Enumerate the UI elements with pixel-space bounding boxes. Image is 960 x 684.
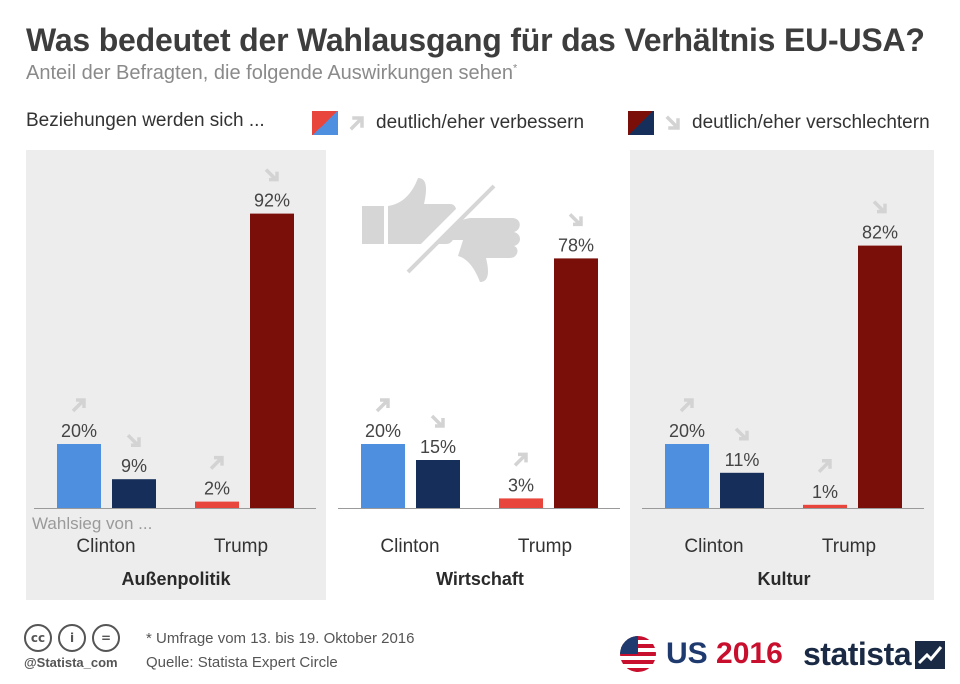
subtitle-footnote-mark: * xyxy=(513,62,518,75)
by-icon: i xyxy=(58,624,86,652)
category-label: Clinton xyxy=(380,536,439,557)
statista-mark-icon xyxy=(915,640,946,669)
subtitle-text: Anteil der Befragten, die folgende Auswi… xyxy=(26,62,514,84)
legend-item-worse: deutlich/eher verschlechtern xyxy=(628,108,930,138)
bar xyxy=(57,444,101,508)
data-label: 20% xyxy=(365,421,401,441)
bar xyxy=(665,444,709,508)
legend: Beziehungen werden sich ... deutlich/ehe… xyxy=(0,108,960,138)
legend-swatch-better xyxy=(312,111,338,135)
data-label: 9% xyxy=(121,456,147,476)
footnote-survey: * Umfrage vom 13. bis 19. Oktober 2016 xyxy=(146,630,415,647)
bar xyxy=(361,444,405,508)
data-label: 1% xyxy=(812,482,838,502)
twitter-handle: @Statista_com xyxy=(24,655,118,670)
nd-icon: = xyxy=(92,624,120,652)
thumbs-up-down-icon xyxy=(362,176,520,282)
category-label: Trump xyxy=(214,536,268,557)
bar xyxy=(499,498,543,508)
bar xyxy=(416,460,460,508)
data-label: 92% xyxy=(254,191,290,211)
legend-item-better: deutlich/eher verbessern xyxy=(312,108,584,138)
bar xyxy=(803,504,847,508)
data-label: 2% xyxy=(204,479,230,499)
bar xyxy=(554,258,598,508)
legend-label-worse: deutlich/eher verschlechtern xyxy=(692,112,930,133)
footnote-source: Quelle: Statista Expert Circle xyxy=(146,654,338,671)
arrow-down-right-icon xyxy=(126,433,141,447)
footnote-block: * Umfrage vom 13. bis 19. Oktober 2016 Q… xyxy=(146,627,414,675)
us-logo-year: 2016 xyxy=(716,637,783,670)
arrow-up-right-icon xyxy=(71,398,86,413)
data-label: 15% xyxy=(420,437,456,457)
data-label: 3% xyxy=(508,475,534,495)
us2016-text: US 2016 xyxy=(666,637,783,671)
chart-subtitle: Anteil der Befragten, die folgende Auswi… xyxy=(26,62,517,85)
bar xyxy=(112,479,156,508)
arrow-up-right-icon xyxy=(817,459,832,474)
category-label: Trump xyxy=(518,536,572,557)
data-label: 20% xyxy=(61,421,97,441)
arrow-down-right-icon xyxy=(430,414,445,428)
arrow-up-right-icon xyxy=(209,455,224,470)
us2016-logo: US 2016 xyxy=(620,636,783,672)
arrow-up-right-icon xyxy=(375,398,390,413)
arrow-down-right-icon xyxy=(568,213,583,227)
bar xyxy=(250,213,294,508)
data-label: 20% xyxy=(669,421,705,441)
bar xyxy=(195,501,239,508)
arrow-up-right-icon xyxy=(349,116,364,131)
group-prefix-label: Wahlsieg von ... xyxy=(32,514,152,533)
legend-prefix: Beziehungen werden sich ... xyxy=(26,110,265,131)
bar xyxy=(858,245,902,508)
data-label: 11% xyxy=(725,450,760,470)
legend-label-better: deutlich/eher verbessern xyxy=(376,112,585,133)
data-label: 82% xyxy=(862,223,898,243)
panel-title: Kultur xyxy=(758,569,811,589)
category-label: Trump xyxy=(822,536,876,557)
data-label: 78% xyxy=(558,235,594,255)
panel-title: Außenpolitik xyxy=(122,569,232,589)
arrow-up-right-icon xyxy=(679,398,694,413)
arrow-down-right-icon xyxy=(665,115,680,130)
statista-wordmark: statista xyxy=(803,636,912,672)
arrow-down-right-icon xyxy=(264,168,279,182)
arrow-down-right-icon xyxy=(872,200,887,214)
license-icons: cc i = xyxy=(24,624,120,652)
cc-icon: cc xyxy=(24,624,52,652)
us-flag-icon xyxy=(620,636,656,672)
statista-logo: statista xyxy=(803,636,946,673)
category-label: Clinton xyxy=(684,536,743,557)
category-label: Clinton xyxy=(76,536,135,557)
legend-swatch-worse xyxy=(628,111,654,135)
arrow-up-right-icon xyxy=(513,452,528,467)
bar xyxy=(720,472,764,508)
chart-title: Was bedeutet der Wahlausgang für das Ver… xyxy=(26,22,925,58)
panel-title: Wirtschaft xyxy=(436,569,524,589)
us-logo-prefix: US xyxy=(666,637,708,670)
arrow-down-right-icon xyxy=(734,427,749,441)
